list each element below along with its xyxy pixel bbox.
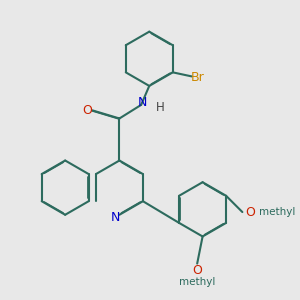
- Text: Br: Br: [190, 71, 204, 84]
- Text: N: N: [138, 96, 147, 109]
- Text: methyl: methyl: [259, 207, 295, 217]
- Text: O: O: [245, 206, 255, 219]
- Text: H: H: [156, 101, 164, 114]
- Text: N: N: [111, 211, 120, 224]
- Text: O: O: [192, 264, 202, 277]
- Text: O: O: [82, 104, 92, 117]
- Text: methyl: methyl: [179, 277, 215, 287]
